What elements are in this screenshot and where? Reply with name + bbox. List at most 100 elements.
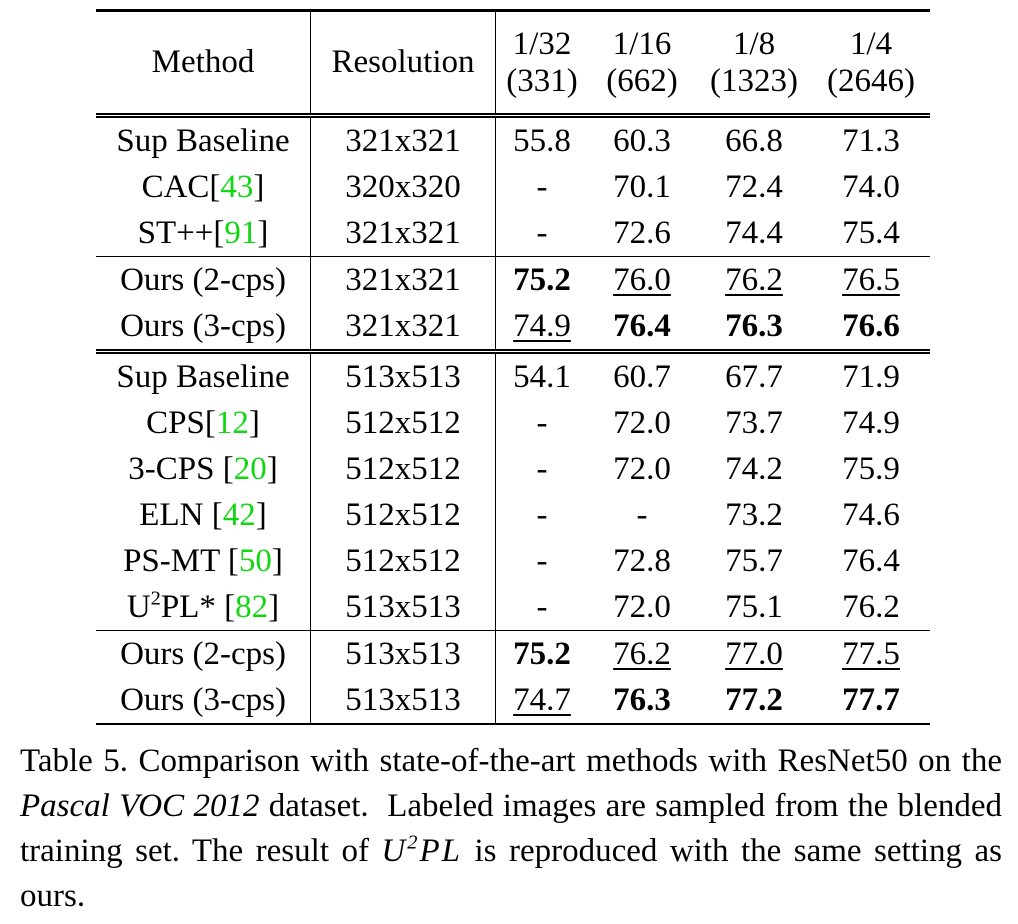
value-cell: 72.6 <box>613 214 671 251</box>
value-cell: 75.4 <box>842 214 900 251</box>
value-cell-second: 77.0 <box>696 630 812 677</box>
value-cell-second: 77.5 <box>812 630 930 677</box>
header-split-1-32: 1/32 (331) <box>495 9 588 116</box>
value-cell-best: 76.3 <box>588 677 696 725</box>
table-caption: Table 5. Comparison with state-of-the-ar… <box>20 743 1011 914</box>
citation-link[interactable]: 43 <box>220 168 254 205</box>
table-row: Sup Baseline 321x321 55.8 60.3 66.8 71.3 <box>96 113 930 164</box>
resolution-cell: 513x513 <box>310 630 496 677</box>
citation-link[interactable]: 82 <box>235 588 269 625</box>
value-cell: 71.3 <box>812 113 930 164</box>
value-cell: 75.7 <box>725 542 783 579</box>
method-name: U2PL* [82] <box>126 587 280 625</box>
value-cell-second: 76.2 <box>588 630 696 677</box>
value-cell: 74.2 <box>725 450 783 487</box>
value-cell-best: 76.3 <box>725 307 783 344</box>
method-name: Sup Baseline <box>96 113 311 164</box>
value-cell: 71.9 <box>812 349 930 400</box>
value-cell: 73.2 <box>725 496 783 533</box>
value-cell: 74.6 <box>842 496 900 533</box>
value-cell: 76.4 <box>842 542 900 579</box>
method-name: Ours (2-cps) <box>96 256 311 303</box>
header-method: Method <box>96 9 311 116</box>
value-cell-best: 76.4 <box>613 307 671 344</box>
table-row: 3-CPS [20] 512x512 - 72.0 74.2 75.9 <box>96 446 930 492</box>
value-cell: - <box>495 538 588 584</box>
table-row: Ours (3-cps) 513x513 74.7 76.3 77.2 77.7 <box>96 677 930 725</box>
value-cell: 72.0 <box>613 450 671 487</box>
table-row: Sup Baseline 513x513 54.1 60.7 67.7 71.9 <box>96 349 930 400</box>
method-name: ST++[91] <box>137 214 269 251</box>
value-cell: 70.1 <box>613 168 671 205</box>
value-cell: 73.7 <box>725 404 783 441</box>
value-cell: 75.1 <box>725 588 783 625</box>
value-cell-best: 76.6 <box>842 307 900 344</box>
header-resolution: Resolution <box>310 9 496 116</box>
citation-link[interactable]: 50 <box>238 542 272 579</box>
method-name: Ours (3-cps) <box>96 677 311 725</box>
math-expression: U2PL <box>381 831 462 869</box>
method-name: PS-MT [50] <box>123 542 283 579</box>
citation-link[interactable]: 42 <box>222 496 256 533</box>
resolution-cell: 321x321 <box>310 113 496 164</box>
method-name: CPS[12] <box>146 404 260 441</box>
method-name: Sup Baseline <box>96 349 311 400</box>
resolution-cell: 321x321 <box>310 210 496 257</box>
resolution-cell: 512x512 <box>310 492 496 538</box>
value-cell-second: 74.7 <box>495 677 588 725</box>
resolution-cell: 512x512 <box>310 538 496 584</box>
value-cell: 75.9 <box>842 450 900 487</box>
value-cell: 60.7 <box>588 349 696 400</box>
value-cell: - <box>636 496 648 533</box>
resolution-cell: 321x321 <box>310 256 496 303</box>
value-cell-best: 75.2 <box>495 630 588 677</box>
value-cell-second: 76.5 <box>812 256 930 303</box>
table-row: Ours (3-cps) 321x321 74.9 76.4 76.3 76.6 <box>96 303 930 352</box>
table-row: Ours (2-cps) 321x321 75.2 76.0 76.2 76.5 <box>96 256 930 303</box>
citation-link[interactable]: 12 <box>215 404 249 441</box>
value-cell: 60.3 <box>588 113 696 164</box>
value-cell: - <box>495 446 588 492</box>
value-cell: 72.0 <box>613 404 671 441</box>
value-cell-second: 74.9 <box>495 303 588 352</box>
resolution-cell: 512x512 <box>310 400 496 446</box>
value-cell: 55.8 <box>495 113 588 164</box>
citation-link[interactable]: 91 <box>224 214 258 251</box>
value-cell: - <box>495 584 588 631</box>
resolution-cell: 513x513 <box>310 349 496 400</box>
value-cell: - <box>495 164 588 210</box>
resolution-cell: 513x513 <box>310 677 496 725</box>
resolution-cell: 320x320 <box>310 164 496 210</box>
value-cell: 72.0 <box>613 588 671 625</box>
table-row: ST++[91] 321x321 - 72.6 74.4 75.4 <box>96 210 930 257</box>
header-split-1-16: 1/16 (662) <box>588 9 696 116</box>
citation-link[interactable]: 20 <box>233 450 267 487</box>
method-name: Ours (2-cps) <box>96 630 311 677</box>
value-cell-second: 76.2 <box>696 256 812 303</box>
value-cell: 72.4 <box>725 168 783 205</box>
header-split-1-4: 1/4 (2646) <box>812 9 930 116</box>
table-row: Ours (2-cps) 513x513 75.2 76.2 77.0 77.5 <box>96 630 930 677</box>
value-cell: 74.9 <box>842 404 900 441</box>
method-name: Ours (3-cps) <box>120 307 286 344</box>
value-cell-second: 76.0 <box>588 256 696 303</box>
header-split-1-8: 1/8 (1323) <box>696 9 812 116</box>
resolution-cell: 321x321 <box>310 303 496 352</box>
value-cell: 54.1 <box>495 349 588 400</box>
table-row: PS-MT [50] 512x512 - 72.8 75.7 76.4 <box>96 538 930 584</box>
value-cell: - <box>495 400 588 446</box>
value-cell-best: 75.2 <box>495 256 588 303</box>
table-row: CPS[12] 512x512 - 72.0 73.7 74.9 <box>96 400 930 446</box>
value-cell: 74.0 <box>842 168 900 205</box>
value-cell-best: 77.7 <box>812 677 930 725</box>
results-table: Method Resolution 1/32 (331) 1/16 (662) 1/… <box>96 9 930 725</box>
method-name: 3-CPS [20] <box>128 450 278 487</box>
table-row: ELN [42] 512x512 - - 73.2 74.6 <box>96 492 930 538</box>
resolution-cell: 513x513 <box>310 584 496 631</box>
method-name: ELN [42] <box>139 496 267 533</box>
value-cell: - <box>495 492 588 538</box>
resolution-cell: 512x512 <box>310 446 496 492</box>
table-header-row: Method Resolution 1/32 (331) 1/16 (662) 1/… <box>96 9 930 116</box>
value-cell: 72.8 <box>613 542 671 579</box>
value-cell: 74.4 <box>725 214 783 251</box>
